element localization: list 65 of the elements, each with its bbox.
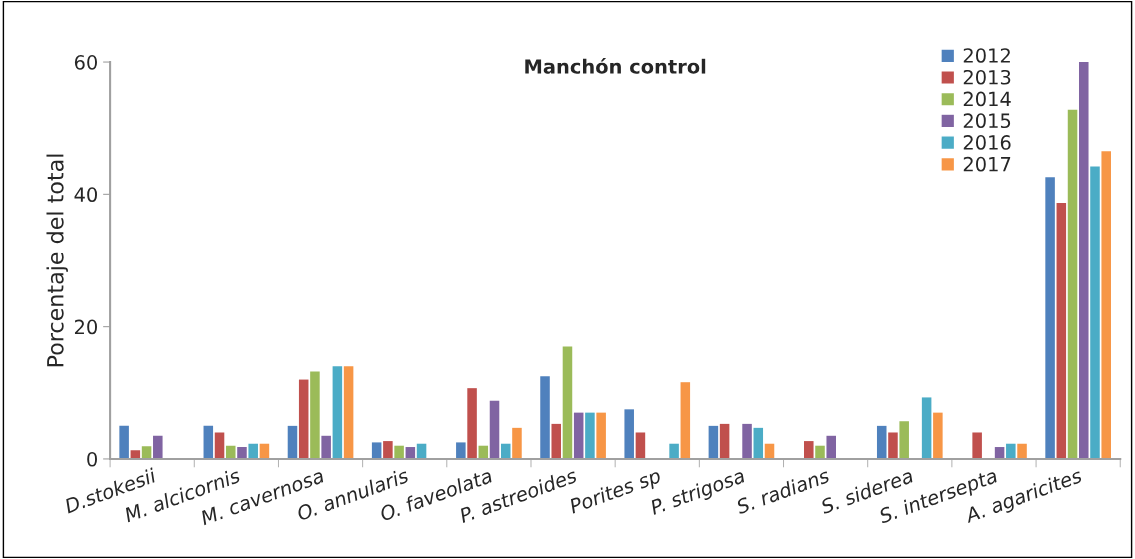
bar [540,376,550,459]
bar [899,421,909,459]
legend-label: 2012 [963,48,1010,63]
bar [141,446,152,459]
bar [467,388,477,459]
bar [237,447,247,459]
bar [753,427,764,459]
bar [298,379,309,459]
bar [248,443,258,459]
bar [573,412,584,459]
bar [669,443,679,459]
legend-label: 2017 [963,156,1011,172]
bar [876,425,887,459]
chart-title: Manchón control [525,58,706,74]
bar [512,427,522,459]
bar [719,423,730,459]
bar [921,397,932,459]
bar [624,409,634,459]
bar [742,423,752,459]
bar [500,443,511,459]
bar [371,442,382,459]
y-tick-label: 20 [74,319,97,335]
bar [394,445,404,459]
bar [225,445,236,459]
bar [203,425,214,459]
bar [562,346,573,459]
bar [596,412,606,459]
bar [214,432,225,459]
bar [815,445,825,459]
bar [153,435,163,459]
bar [1017,443,1027,459]
legend-label: 2015 [963,113,1011,129]
bar [1090,166,1100,459]
legend-label: 2013 [963,69,1011,85]
y-tick-label: 40 [74,187,97,203]
y-axis-title: Porcentaje del total [46,154,68,367]
bar [804,441,814,459]
bar [287,425,298,459]
bar [585,412,595,459]
bar [343,366,354,459]
bar [119,425,129,459]
legend-label: 2014 [963,91,1011,107]
bar [888,432,898,459]
bar [1056,202,1067,459]
bar [551,423,562,459]
bar [1006,443,1016,459]
bar [708,425,719,459]
bar [826,435,836,459]
bar [321,435,331,459]
bar [383,441,393,459]
bar [972,432,982,459]
bar [332,366,343,459]
bar [1079,62,1089,459]
bar [1067,109,1078,459]
bar [680,382,691,459]
y-tick-label: 60 [74,55,97,70]
bar [489,400,500,459]
legend-label: 2016 [963,135,1011,150]
bar [635,432,646,459]
bar [933,412,943,459]
y-tick-label: 0 [87,451,97,467]
bar [310,371,320,459]
bar [456,442,466,459]
bar [1045,177,1055,459]
bar [1101,151,1111,459]
